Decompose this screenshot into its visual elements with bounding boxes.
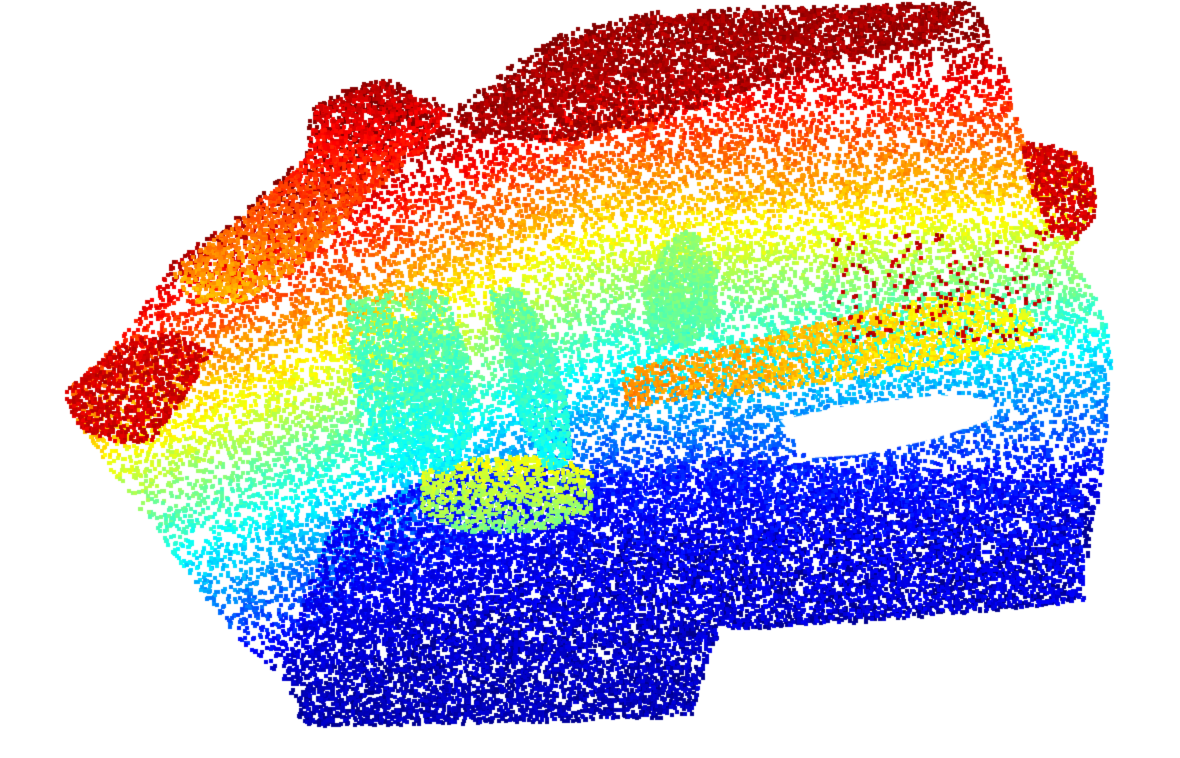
point-cloud-viewer[interactable]	[0, 0, 1180, 758]
point-cloud-canvas[interactable]	[0, 0, 1180, 758]
